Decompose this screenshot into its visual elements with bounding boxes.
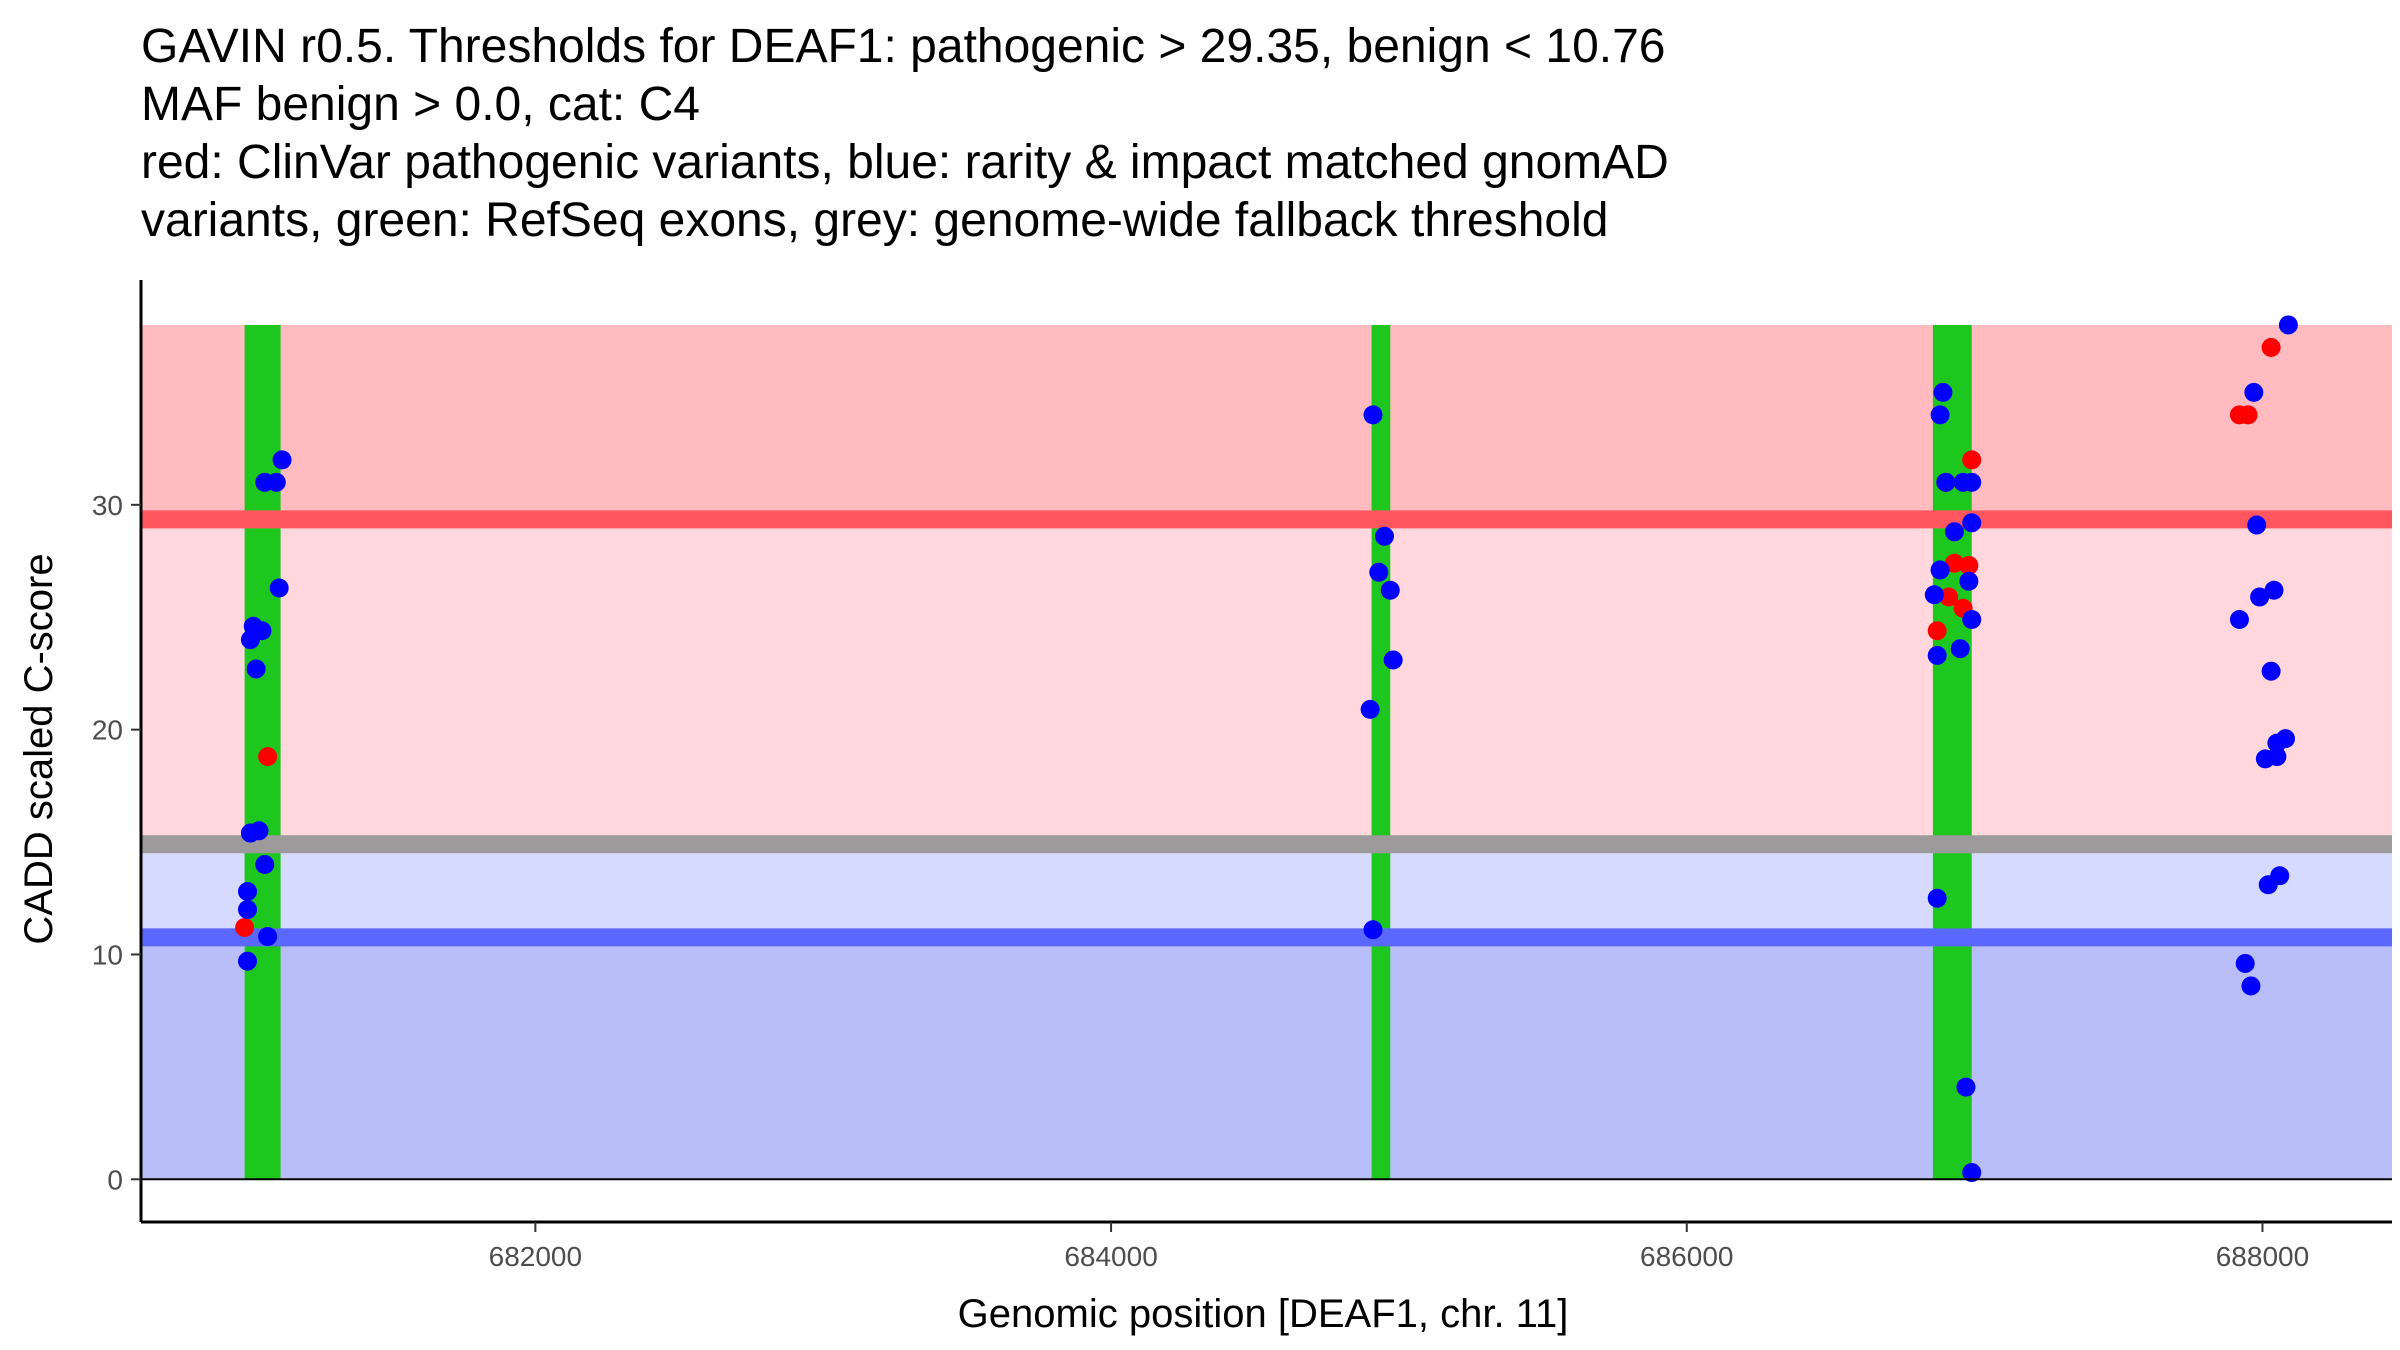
x-tick-label: 686000 — [1640, 1241, 1733, 1272]
gnomad-point — [1936, 472, 1956, 492]
gnomad-point — [246, 659, 266, 679]
band-low — [141, 844, 2392, 938]
gnomad-point — [1950, 639, 1970, 659]
y-tick-label: 0 — [107, 1164, 123, 1195]
x-tick-label: 688000 — [2216, 1241, 2309, 1272]
band-benign — [141, 937, 2392, 1180]
gnomad-point — [1363, 405, 1383, 425]
gnomad-point — [255, 855, 275, 875]
x-axis-ticks: 682000 684000 686000 688000 — [489, 1222, 2309, 1272]
gnomad-point — [1375, 526, 1395, 546]
title-line-1: GAVIN r0.5. Thresholds for DEAF1: pathog… — [141, 20, 1666, 73]
gnomad-point — [1930, 560, 1950, 580]
gnomad-point — [252, 621, 272, 641]
gnomad-point — [249, 821, 269, 841]
x-axis-title: Genomic position [DEAF1, chr. 11] — [958, 1292, 1569, 1336]
gnomad-point — [1383, 650, 1403, 670]
gnomad-point — [269, 578, 289, 598]
gnomad-point — [2235, 953, 2255, 973]
clinvar-point — [1939, 587, 1959, 607]
gnomad-point — [1363, 920, 1383, 940]
axes — [139, 280, 2392, 1224]
title-line-4: variants, green: RefSeq exons, grey: gen… — [141, 194, 1608, 247]
y-axis-title: CADD scaled C-score — [17, 553, 61, 944]
gnomad-point — [1962, 513, 1982, 533]
clinvar-point — [1944, 553, 1964, 573]
gnomad-point — [2267, 747, 2287, 767]
gnomad-point — [238, 882, 258, 902]
gnomad-point — [1369, 562, 1389, 582]
y-axis-ticks: 0 10 20 30 — [92, 490, 141, 1195]
gnomad-point — [1944, 522, 1964, 542]
gnomad-point — [266, 472, 286, 492]
exon-bars — [244, 324, 1972, 1180]
gnomad-point — [258, 926, 278, 946]
gnomad-point — [1962, 1163, 1982, 1183]
x-tick-label: 684000 — [1064, 1241, 1157, 1272]
data-points — [235, 315, 2298, 1183]
gnomad-point — [2264, 580, 2284, 600]
gnomad-point — [1959, 571, 1979, 591]
y-tick-label: 10 — [92, 939, 123, 970]
gnomad-point — [1930, 405, 1950, 425]
gnomad-point — [2261, 661, 2281, 681]
gnomad-point — [2250, 587, 2270, 607]
gnomad-point — [2278, 315, 2298, 335]
exon-bar-3 — [1932, 324, 1972, 1180]
gnomad-point — [1927, 645, 1947, 665]
gnomad-point — [272, 450, 292, 470]
clinvar-point — [1962, 450, 1982, 470]
clinvar-point — [2261, 337, 2281, 357]
clinvar-point — [1927, 621, 1947, 641]
gnomad-point — [2270, 866, 2290, 886]
gnomad-point — [1956, 1077, 1976, 1097]
gnomad-point — [1924, 585, 1944, 605]
gnomad-point — [2247, 515, 2267, 535]
clinvar-point — [1959, 556, 1979, 576]
gnomad-point — [1360, 699, 1380, 719]
gnomad-point — [238, 899, 258, 919]
gnomad-point — [2241, 976, 2261, 996]
band-pathogenic — [141, 324, 2392, 520]
gnomad-point — [1933, 382, 1953, 402]
title-line-2: MAF benign > 0.0, cat: C4 — [141, 78, 700, 131]
gnomad-point — [238, 951, 258, 971]
gnomad-point — [1962, 609, 1982, 629]
gnomad-point — [2244, 382, 2264, 402]
title-line-3: red: ClinVar pathogenic variants, blue: … — [141, 136, 1669, 189]
gnomad-point — [2229, 609, 2249, 629]
gnomad-point — [1962, 472, 1982, 492]
band-intermediate — [141, 519, 2392, 845]
gnomad-point — [1380, 580, 1400, 600]
threshold-bands — [141, 324, 2392, 1180]
y-tick-label: 30 — [92, 490, 123, 521]
clinvar-point — [235, 917, 255, 937]
y-tick-label: 20 — [92, 715, 123, 746]
x-tick-label: 682000 — [489, 1241, 582, 1272]
gnomad-point — [1927, 888, 1947, 908]
chart-title: GAVIN r0.5. Thresholds for DEAF1: pathog… — [141, 20, 1669, 247]
exon-bar-2 — [1371, 324, 1391, 1180]
clinvar-point — [258, 747, 278, 767]
clinvar-point — [2238, 405, 2258, 425]
gnomad-point — [2275, 729, 2295, 749]
threshold-lines — [141, 510, 2392, 947]
